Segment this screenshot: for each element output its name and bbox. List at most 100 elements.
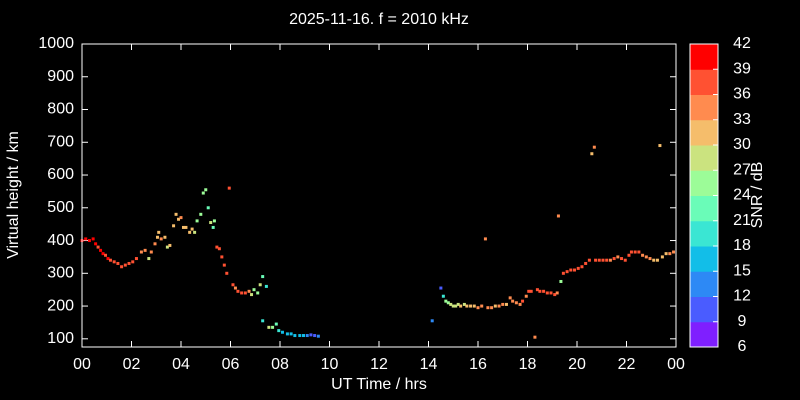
point xyxy=(514,301,518,305)
point xyxy=(147,257,151,261)
x-axis-label: UT Time / hrs xyxy=(331,376,427,393)
point xyxy=(96,245,100,249)
point xyxy=(159,237,163,241)
point xyxy=(580,265,584,269)
point xyxy=(134,257,138,261)
point xyxy=(174,212,178,216)
colorbar-tick-label: 36 xyxy=(733,86,751,103)
colorbar-band xyxy=(690,195,718,222)
point xyxy=(188,230,192,234)
colorbar-tick-label: 30 xyxy=(733,136,751,153)
point xyxy=(184,225,188,229)
colorbar-band xyxy=(690,145,718,171)
y-tick-label: 1000 xyxy=(38,35,74,52)
point xyxy=(112,260,116,264)
point xyxy=(569,268,573,272)
point xyxy=(247,289,251,293)
x-tick-label: 22 xyxy=(618,356,636,373)
point xyxy=(165,245,169,249)
colorbar-tick-label: 18 xyxy=(733,237,751,254)
point xyxy=(627,253,631,257)
colorbar-tick-label: 42 xyxy=(733,35,751,52)
point xyxy=(316,334,320,338)
point xyxy=(108,258,112,262)
point xyxy=(549,291,553,295)
colorbar-tick-label: 21 xyxy=(733,212,751,229)
point xyxy=(556,214,560,218)
point xyxy=(637,250,641,254)
colorbar-label: SNR / dB xyxy=(749,162,766,229)
x-tick-label: 16 xyxy=(469,356,487,373)
colorbar-tick-label: 9 xyxy=(738,313,747,330)
x-tick-label: 20 xyxy=(568,356,586,373)
point xyxy=(444,299,448,303)
x-tick-label: 02 xyxy=(123,356,141,373)
colorbar-band xyxy=(690,69,718,95)
point xyxy=(490,306,494,310)
colorbar-tick-label: 12 xyxy=(733,288,751,305)
point xyxy=(616,255,620,259)
point xyxy=(195,219,199,223)
point xyxy=(177,217,181,221)
point xyxy=(94,242,98,246)
point xyxy=(91,237,95,241)
point xyxy=(605,258,609,262)
point xyxy=(668,252,672,256)
point xyxy=(179,216,183,220)
y-tick-label: 800 xyxy=(47,101,74,118)
point xyxy=(454,304,458,308)
point xyxy=(313,334,317,338)
chart-title: 2025-11-16. f = 2010 kHz xyxy=(289,11,469,28)
point xyxy=(449,302,453,306)
y-tick-label: 500 xyxy=(47,199,74,216)
point xyxy=(215,245,219,249)
point xyxy=(222,263,226,267)
point xyxy=(155,235,159,239)
colorbar-band xyxy=(690,246,718,272)
point xyxy=(193,230,197,234)
point xyxy=(201,191,205,195)
point xyxy=(123,263,127,267)
x-tick-label: 00 xyxy=(73,356,91,373)
colorbar-band xyxy=(690,220,718,247)
point xyxy=(220,255,224,259)
point xyxy=(309,333,313,337)
point xyxy=(620,257,624,261)
point xyxy=(555,291,559,295)
point xyxy=(116,261,120,265)
x-tick-label: 18 xyxy=(519,356,537,373)
x-tick-label: 06 xyxy=(222,356,240,373)
point xyxy=(592,145,596,149)
point xyxy=(587,258,591,262)
point xyxy=(459,304,463,308)
x-tick-label: 12 xyxy=(370,356,388,373)
point xyxy=(243,291,247,295)
point xyxy=(658,144,662,148)
point xyxy=(648,257,652,261)
point xyxy=(469,304,473,308)
point xyxy=(462,302,466,306)
point xyxy=(504,302,508,306)
point xyxy=(217,247,221,251)
point xyxy=(274,322,278,326)
point xyxy=(655,258,659,262)
point xyxy=(446,301,450,305)
point xyxy=(590,152,594,156)
point xyxy=(231,283,235,287)
point xyxy=(623,258,627,262)
y-tick-label: 300 xyxy=(47,265,74,282)
point xyxy=(612,257,616,261)
point xyxy=(472,304,476,308)
point xyxy=(565,270,569,274)
colorbar-tick-label: 15 xyxy=(733,262,751,279)
point xyxy=(172,224,176,228)
point xyxy=(285,332,289,336)
point xyxy=(139,250,143,254)
point xyxy=(573,268,577,272)
point xyxy=(561,271,565,275)
point xyxy=(293,334,297,338)
point xyxy=(601,258,605,262)
point xyxy=(209,221,213,225)
